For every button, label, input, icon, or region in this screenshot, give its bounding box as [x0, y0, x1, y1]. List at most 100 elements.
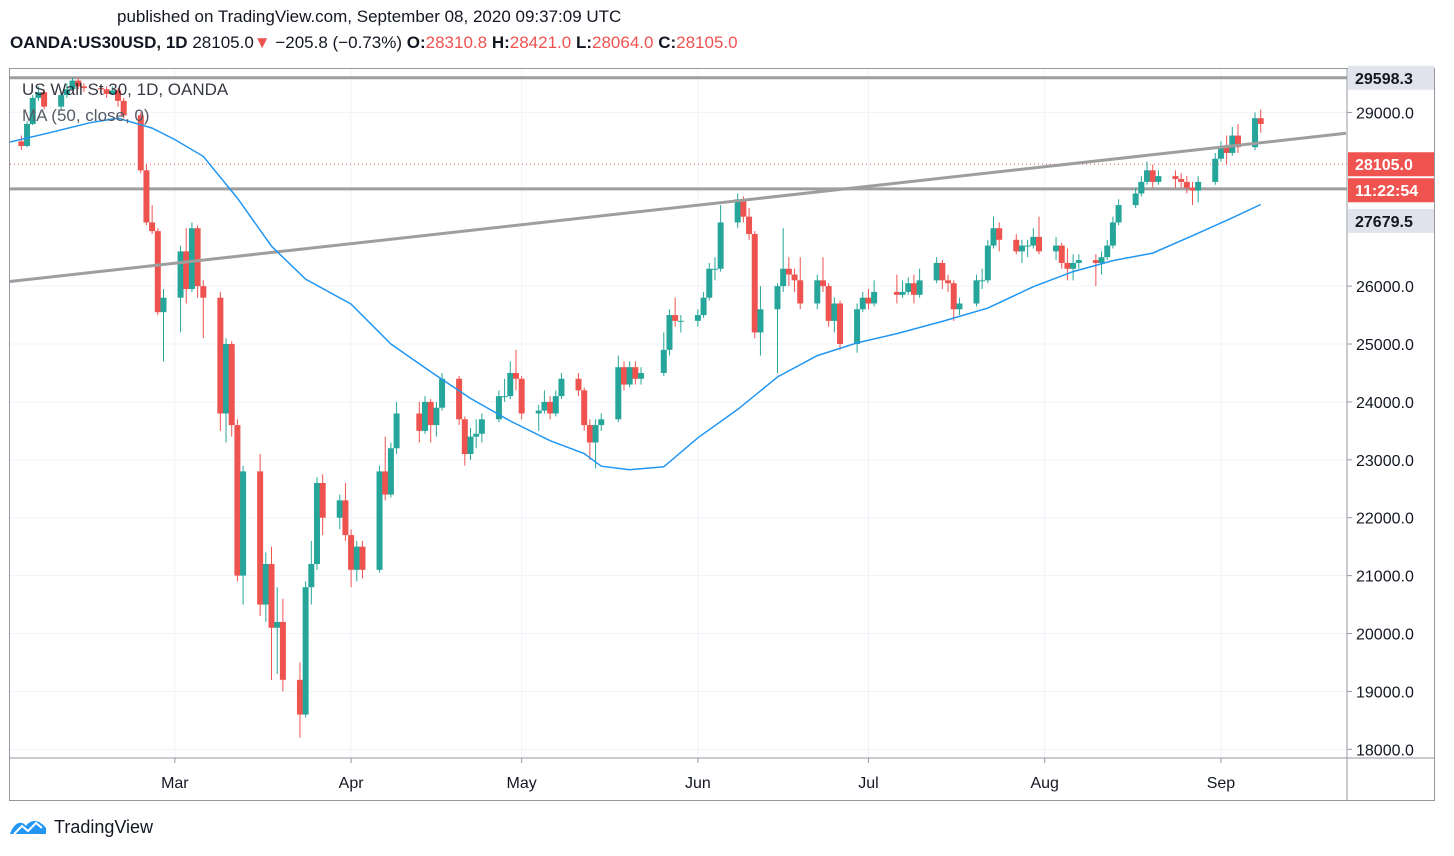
candle-body: [257, 471, 264, 605]
resistance-price-label-box: [1348, 65, 1434, 90]
candle-body: [1018, 245, 1025, 252]
candle-body: [35, 92, 42, 98]
candle-body: [717, 222, 724, 269]
candle-body: [785, 268, 792, 275]
candle-body: [1075, 260, 1082, 263]
candle-body: [1195, 181, 1202, 191]
candle-body: [706, 268, 713, 298]
candle-body: [672, 315, 679, 321]
candle-body: [757, 309, 764, 333]
candle-body: [780, 268, 787, 287]
candle-body: [518, 378, 525, 414]
candle-body: [1223, 147, 1230, 153]
candle-body: [620, 367, 627, 385]
branding-text: TradingView: [54, 816, 154, 837]
candle-body: [547, 401, 554, 414]
candle-body: [984, 245, 991, 281]
candle-body: [359, 546, 366, 570]
candle-body: [990, 228, 997, 246]
candle-body: [910, 283, 917, 295]
candle-body: [154, 231, 161, 313]
candle-body: [149, 222, 156, 232]
candle-body: [979, 280, 986, 282]
candle-body: [1138, 181, 1145, 194]
candle-body: [1229, 135, 1236, 153]
candle-body: [296, 679, 303, 715]
candle-body: [871, 291, 878, 304]
candle-body: [774, 286, 781, 310]
candle-body: [746, 216, 753, 235]
close-label: C:: [658, 33, 677, 52]
series-legend[interactable]: US Wall St 30, 1D, OANDA: [22, 80, 229, 99]
y-tick-label: 26000.0: [1356, 279, 1414, 296]
candle-body: [558, 378, 565, 397]
candle-body: [342, 500, 349, 536]
candle-body: [814, 280, 821, 304]
candle-body: [200, 286, 207, 298]
candle-body: [29, 97, 36, 125]
x-tick-label: Aug: [1030, 775, 1058, 792]
candle-body: [854, 309, 861, 345]
candle-body: [916, 280, 923, 295]
candle-body: [1115, 205, 1122, 223]
candle-body: [1257, 118, 1264, 125]
candle-body: [1183, 181, 1190, 188]
candle-body: [1064, 262, 1071, 269]
candle-body: [228, 344, 235, 426]
candle-body: [376, 471, 383, 570]
candle-body: [677, 320, 684, 322]
candle-body: [177, 251, 184, 298]
last-price: 28105.0: [192, 33, 254, 52]
candle-body: [1252, 118, 1259, 148]
symbol-label: OANDA:US30USD, 1D: [10, 33, 188, 52]
candle-body: [586, 425, 593, 443]
chart-frame[interactable]: [9, 68, 1435, 801]
x-tick-label: Jun: [685, 775, 711, 792]
y-tick-label: 23000.0: [1356, 453, 1414, 470]
candle-body: [234, 425, 241, 576]
low-label: L:: [575, 33, 592, 52]
candle-body: [194, 228, 201, 287]
candle-body: [933, 262, 940, 281]
candle-body: [632, 367, 639, 379]
y-tick-label: 24000.0: [1356, 395, 1414, 412]
candle-body: [69, 80, 76, 90]
candle-body: [660, 349, 667, 373]
open-value: 28310.8: [425, 33, 488, 52]
y-tick-label: 22000.0: [1356, 511, 1414, 528]
candle-body: [262, 564, 269, 605]
candle-body: [1098, 257, 1105, 263]
candle-body: [97, 88, 104, 90]
candle-body: [512, 372, 519, 379]
candle-body: [711, 268, 718, 270]
candle-body: [1149, 170, 1156, 182]
candle-body: [240, 471, 247, 576]
candle-body: [478, 419, 485, 434]
candle-body: [115, 90, 122, 101]
candle-body: [905, 283, 912, 292]
close-value: 28105.0: [676, 33, 738, 52]
y-tick-label: 18000.0: [1356, 742, 1414, 759]
candle-body: [666, 315, 673, 350]
y-tick-label: 20000.0: [1356, 627, 1414, 644]
candle-body: [1053, 245, 1060, 252]
moving-average-line: [9, 117, 1262, 471]
candle-body: [183, 251, 190, 290]
candle-body: [348, 535, 355, 570]
high-label: H:: [491, 33, 510, 52]
branding[interactable]: TradingView: [8, 816, 153, 838]
candle-body: [416, 413, 423, 431]
indicator-legend[interactable]: MA (50, close, 0): [22, 106, 150, 125]
trendline: [9, 131, 1347, 283]
candle-body: [1030, 236, 1037, 246]
candle-body: [950, 283, 957, 310]
candle-body: [302, 587, 309, 715]
countdown-label-box: [1348, 178, 1434, 203]
support-price-label: 27679.5: [1355, 214, 1413, 231]
candle-body: [382, 471, 389, 495]
candle-body: [825, 286, 832, 321]
candle-body: [63, 89, 70, 96]
candle-body: [939, 262, 946, 281]
candle-body: [80, 86, 87, 89]
